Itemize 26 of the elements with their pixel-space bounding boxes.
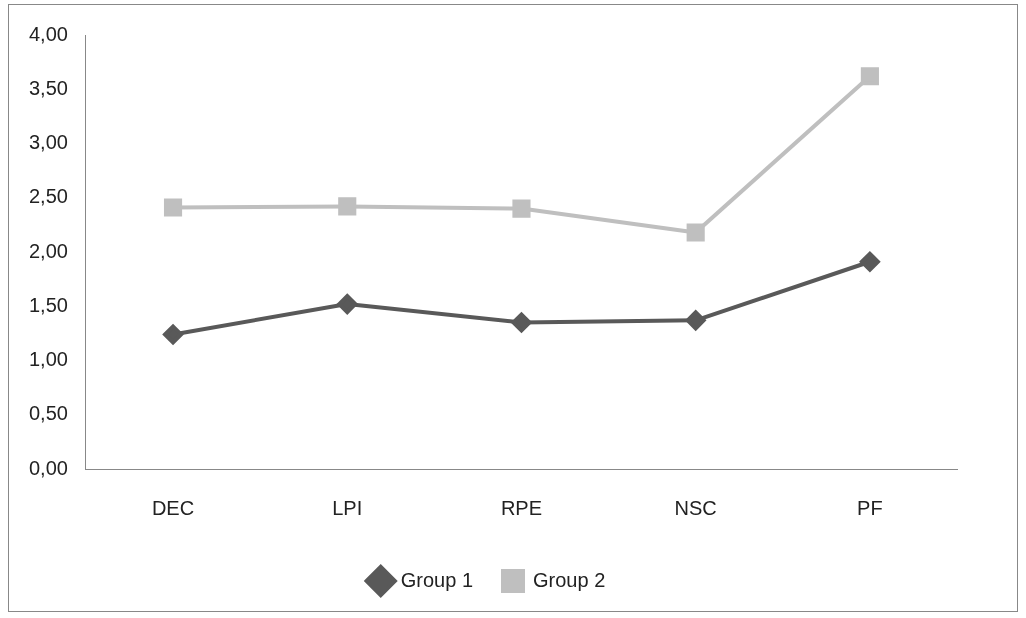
x-tick-label: DEC (151, 496, 195, 519)
legend-label: Group 2 (533, 568, 606, 591)
point (163, 198, 183, 217)
y-tick-label: 2,50 (28, 185, 68, 208)
point (685, 310, 706, 331)
point (163, 324, 184, 345)
point (859, 251, 880, 272)
y-tick-label: 1,00 (28, 348, 68, 371)
point (860, 67, 879, 86)
x-tick-label: RPE (500, 496, 543, 519)
point (512, 199, 531, 218)
point (338, 197, 357, 216)
x-tick-label: NSC (674, 496, 717, 519)
y-tick-label: 3,50 (28, 76, 68, 99)
y-tick-label: 0,00 (28, 456, 68, 479)
point (511, 312, 532, 333)
legend-label: Group 1 (400, 568, 473, 591)
y-tick-label: 3,00 (28, 131, 68, 154)
y-tick-label: 0,50 (28, 402, 68, 425)
y-tick-label: 4,00 (28, 22, 68, 45)
x-tick-label: LPI (332, 496, 363, 519)
point (686, 223, 705, 242)
x-tick-label: PF (857, 496, 883, 519)
point (337, 294, 358, 315)
y-tick-label: 1,50 (28, 293, 68, 316)
y-tick-label: 2,00 (28, 239, 68, 262)
